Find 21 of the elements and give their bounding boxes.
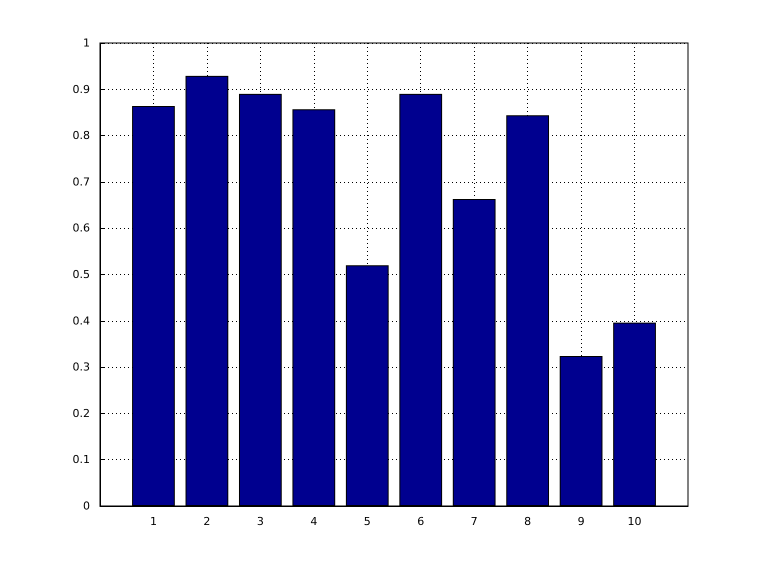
y-tick-label: 0.3 bbox=[72, 360, 90, 374]
x-tick-label: 1 bbox=[150, 515, 157, 528]
y-tick-label: 0.1 bbox=[72, 453, 90, 466]
x-tick-label: 4 bbox=[310, 515, 318, 528]
y-tick-label: 0.6 bbox=[72, 222, 90, 235]
x-tick-label: 2 bbox=[203, 515, 210, 528]
x-tick-label: 10 bbox=[628, 515, 642, 528]
y-tick-label: 0.9 bbox=[72, 82, 90, 96]
x-tick-label: 3 bbox=[256, 515, 264, 528]
x-tick-label: 8 bbox=[524, 515, 532, 528]
x-tick-label: 9 bbox=[578, 515, 585, 528]
y-tick-label: 0.4 bbox=[72, 314, 90, 328]
y-tick-label: 0.5 bbox=[72, 268, 90, 281]
y-tick-label: 1 bbox=[83, 36, 90, 50]
x-tick-label: 7 bbox=[470, 515, 478, 528]
y-tick-label: 0.2 bbox=[72, 406, 90, 420]
y-tick-label: 0.8 bbox=[72, 129, 90, 142]
y-tick-label: 0 bbox=[83, 500, 90, 512]
x-tick-label: 5 bbox=[364, 515, 371, 528]
y-tick-label: 0.7 bbox=[72, 175, 90, 188]
x-tick-label: 6 bbox=[417, 515, 424, 528]
